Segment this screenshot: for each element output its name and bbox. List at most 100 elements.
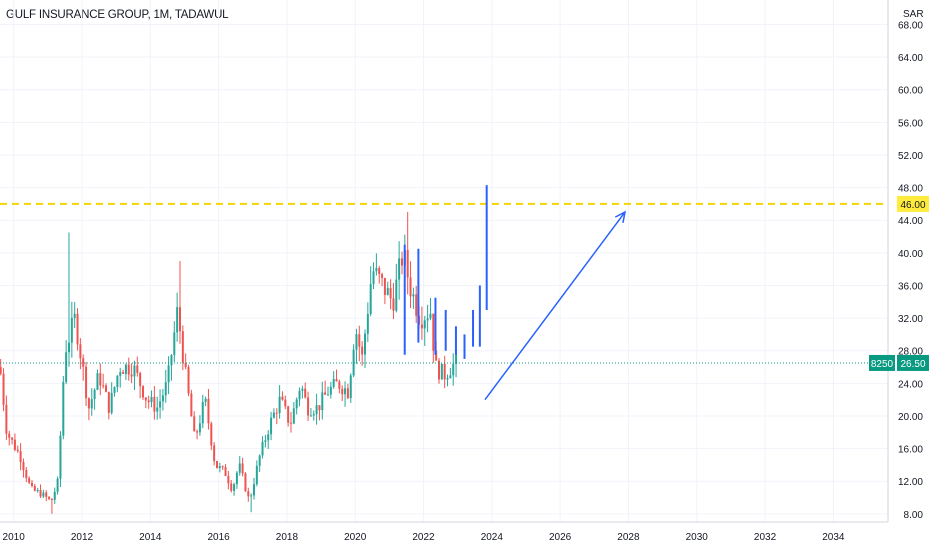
candle-body bbox=[255, 465, 258, 485]
candle-body bbox=[133, 365, 136, 377]
candle-body bbox=[275, 412, 278, 414]
candle-body bbox=[176, 307, 179, 333]
y-tick-label: 8.00 bbox=[904, 510, 924, 521]
candle-body bbox=[33, 485, 36, 491]
candle-body bbox=[315, 405, 318, 415]
candle-body bbox=[45, 492, 48, 497]
candle-body bbox=[79, 344, 82, 359]
candle-body bbox=[375, 268, 378, 272]
candle-body bbox=[164, 382, 167, 396]
candle-body bbox=[25, 470, 28, 479]
candle-body bbox=[184, 362, 187, 368]
y-tick-label: 56.00 bbox=[898, 118, 923, 129]
candle-body bbox=[400, 258, 403, 266]
candle-body bbox=[455, 354, 458, 364]
candle-body bbox=[307, 397, 310, 416]
candle-body bbox=[287, 406, 290, 423]
x-tick-label: 2034 bbox=[822, 532, 845, 543]
candle-body bbox=[93, 389, 96, 400]
candle-body bbox=[119, 372, 122, 376]
candle-body bbox=[22, 462, 25, 471]
candle-body bbox=[267, 434, 270, 441]
candle-body bbox=[321, 392, 324, 411]
candle-body bbox=[139, 372, 142, 387]
candle-body bbox=[372, 271, 375, 285]
candle-body bbox=[0, 367, 2, 374]
candle-body bbox=[213, 445, 216, 462]
x-tick-label: 2022 bbox=[412, 532, 435, 543]
candle-body bbox=[67, 342, 70, 353]
candle-body bbox=[318, 405, 321, 411]
candle-body bbox=[122, 372, 125, 374]
candle-body bbox=[361, 346, 364, 355]
y-tick-label: 28.00 bbox=[898, 347, 923, 358]
projection-arrow-line[interactable] bbox=[484, 211, 626, 401]
x-tick-label: 2032 bbox=[754, 532, 777, 543]
y-tick-label: 24.00 bbox=[898, 379, 923, 390]
candle-body bbox=[30, 482, 33, 486]
candle-body bbox=[159, 401, 162, 408]
candle-body bbox=[102, 385, 105, 387]
candle-body bbox=[178, 307, 181, 332]
candle-body bbox=[207, 398, 210, 424]
candle-body bbox=[366, 313, 369, 334]
candle-body bbox=[241, 463, 244, 474]
candle-body bbox=[264, 440, 267, 442]
x-tick-label: 2014 bbox=[139, 532, 162, 543]
candle-body bbox=[190, 393, 193, 417]
y-tick-label: 12.00 bbox=[898, 477, 923, 488]
candle-body bbox=[352, 349, 355, 376]
candle-body bbox=[270, 417, 273, 435]
candle-body bbox=[224, 466, 227, 476]
candle-body bbox=[116, 375, 119, 388]
y-tick-label: 44.00 bbox=[898, 216, 923, 227]
candle-body bbox=[144, 397, 147, 401]
candle-body bbox=[204, 398, 207, 402]
candle-body bbox=[210, 423, 213, 446]
candle-body bbox=[324, 392, 327, 395]
candle-body bbox=[426, 318, 429, 321]
symbol-tag: 8250 bbox=[871, 359, 894, 370]
candle-body bbox=[130, 374, 133, 377]
candle-body bbox=[87, 398, 90, 409]
candle-body bbox=[173, 332, 176, 356]
candle-body bbox=[329, 386, 332, 395]
candle-body bbox=[59, 435, 62, 479]
candle-body bbox=[258, 455, 261, 466]
candle-body bbox=[136, 365, 139, 373]
candle-body bbox=[420, 324, 423, 329]
x-tick-label: 2026 bbox=[549, 532, 572, 543]
candle-body bbox=[56, 478, 59, 492]
x-tick-label: 2028 bbox=[617, 532, 640, 543]
candle-body bbox=[358, 334, 361, 347]
candle-body bbox=[113, 387, 116, 393]
candle-body bbox=[355, 334, 358, 350]
candle-body bbox=[187, 367, 190, 394]
y-tick-label: 16.00 bbox=[898, 445, 923, 456]
candle-body bbox=[50, 498, 53, 500]
projection-arrowhead[interactable] bbox=[614, 210, 627, 224]
candle-body bbox=[247, 491, 250, 497]
candle-body bbox=[19, 451, 22, 463]
candle-body bbox=[127, 364, 130, 375]
y-tick-label: 40.00 bbox=[898, 249, 923, 260]
candle-body bbox=[415, 294, 418, 316]
candle-body bbox=[344, 388, 347, 395]
y-tick-label: 32.00 bbox=[898, 314, 923, 325]
candle-body bbox=[432, 313, 435, 351]
candle-body bbox=[440, 363, 443, 380]
candle-body bbox=[301, 388, 304, 391]
candle-body bbox=[235, 472, 238, 485]
candle-body bbox=[395, 279, 398, 311]
candle-body bbox=[227, 475, 230, 484]
candle-body bbox=[96, 373, 99, 390]
candle-body bbox=[28, 478, 31, 483]
candle-body bbox=[48, 496, 51, 499]
candle-body bbox=[369, 284, 372, 314]
candle-body bbox=[238, 463, 241, 473]
candle-body bbox=[156, 407, 159, 412]
candle-body bbox=[201, 401, 204, 424]
candle-body bbox=[153, 396, 156, 412]
last-price-bg bbox=[897, 354, 929, 371]
